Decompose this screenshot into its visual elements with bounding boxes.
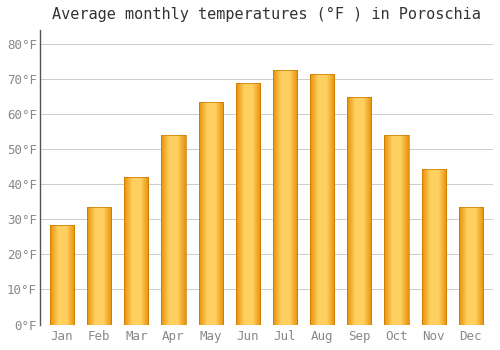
- Bar: [422, 168, 446, 324]
- Bar: [458, 207, 483, 324]
- Bar: [162, 135, 186, 324]
- Bar: [384, 135, 408, 324]
- Bar: [347, 97, 372, 324]
- Bar: [124, 177, 148, 324]
- Bar: [50, 225, 74, 324]
- Bar: [236, 83, 260, 324]
- Bar: [198, 102, 222, 324]
- Bar: [310, 74, 334, 324]
- Bar: [87, 207, 112, 324]
- Bar: [273, 70, 297, 324]
- Title: Average monthly temperatures (°F ) in Poroschia: Average monthly temperatures (°F ) in Po…: [52, 7, 481, 22]
